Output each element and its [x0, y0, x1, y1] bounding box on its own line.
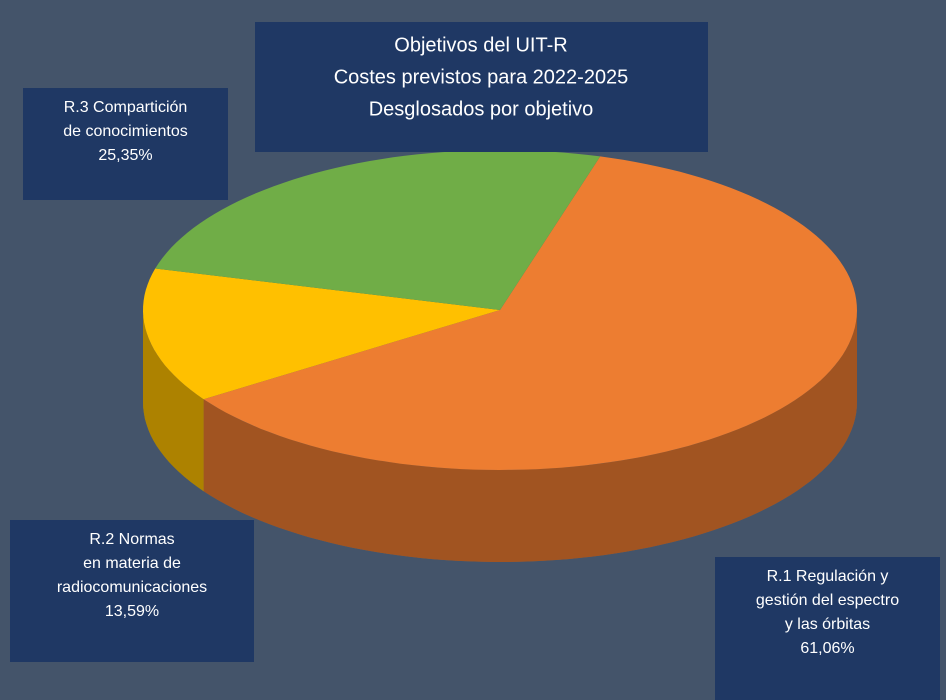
label-box — [23, 88, 228, 200]
slice — [203, 156, 858, 470]
category-label: R.1 Regulación y — [767, 568, 889, 585]
slice — [155, 150, 601, 310]
category-label: de conocimientos — [63, 123, 188, 140]
label-box — [10, 520, 254, 662]
side-shade — [143, 310, 204, 492]
slice-side — [143, 310, 204, 492]
title-box — [255, 22, 708, 152]
category-label: radiocomunicaciones — [57, 579, 207, 596]
chart-title: Desglosados por objetivo — [369, 98, 594, 120]
value-label: 13,59% — [105, 603, 159, 620]
chart-title: Costes previstos para 2022-2025 — [334, 66, 629, 88]
pie — [143, 150, 858, 562]
slice — [143, 268, 500, 400]
side-shade — [203, 310, 858, 562]
category-label: R.2 Normas — [89, 531, 174, 548]
chart-title: Objetivos del UIT-R — [394, 34, 567, 56]
category-label: en materia de — [83, 555, 181, 572]
slice-side — [203, 310, 858, 562]
category-label: y las órbitas — [785, 616, 870, 633]
label-box — [715, 557, 940, 700]
value-label: 61,06% — [800, 640, 854, 657]
category-label: gestión del espectro — [756, 592, 899, 609]
value-label: 25,35% — [98, 147, 152, 164]
category-label: R.3 Compartición — [64, 99, 188, 116]
